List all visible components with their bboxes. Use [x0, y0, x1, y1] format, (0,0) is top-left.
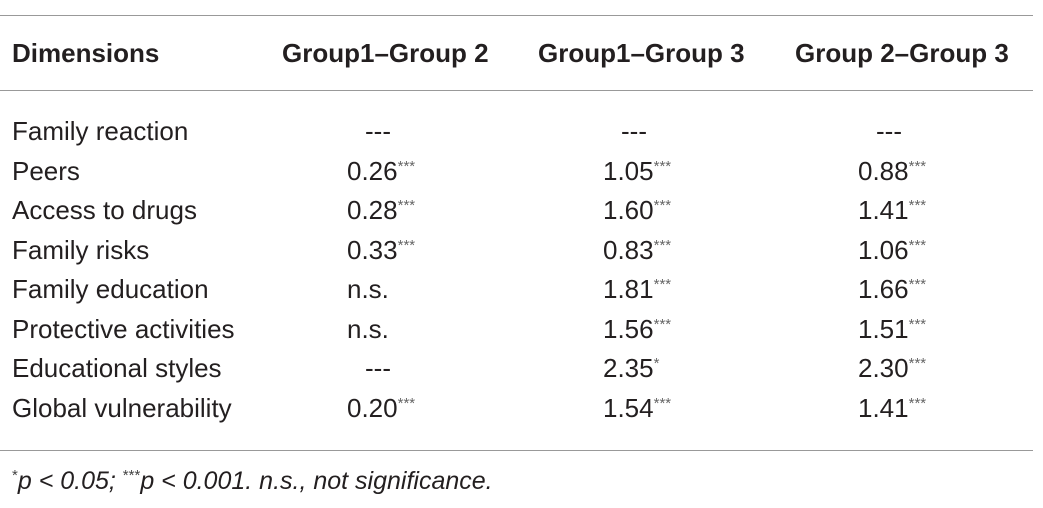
footnote: *p < 0.05; ***p < 0.001. n.s., not signi…: [12, 467, 493, 496]
significance-mark: ***: [908, 394, 927, 412]
cell-value: 1.06: [858, 234, 909, 265]
table-cell: 0.26***: [347, 156, 415, 186]
row-label: Family education: [12, 274, 209, 304]
footnote-text: n.s., not significance.: [259, 467, 493, 495]
significance-mark: ***: [908, 276, 927, 293]
row-label: Global vulnerability: [12, 392, 232, 423]
table-cell: 2.30***: [858, 353, 926, 383]
column-header: Group1–Group 2: [282, 38, 489, 68]
table-cell: ---: [365, 116, 391, 146]
row-label: Family reaction: [12, 116, 189, 146]
table-cell: 1.54***: [603, 393, 671, 423]
significance-mark: ***: [908, 236, 927, 254]
footnote-mark: *: [12, 467, 18, 484]
row-label: Protective activities: [12, 313, 235, 344]
footnote-text: p < 0.05;: [17, 467, 116, 495]
footnote-text: p < 0.001.: [140, 467, 253, 495]
cell-value: 1.41: [858, 392, 909, 423]
footnote-mark: ***: [122, 467, 141, 484]
table-cell: n.s.: [347, 274, 389, 304]
cell-value: 1.66: [858, 274, 909, 304]
cell-value: 1.81: [603, 274, 654, 304]
table-cell: 0.20***: [347, 393, 415, 423]
significance-mark: ***: [908, 197, 927, 214]
table-cell: 0.28***: [347, 195, 415, 225]
significance-mark: ***: [653, 157, 672, 175]
significance-mark: ***: [908, 355, 927, 372]
cell-value: 0.20: [347, 392, 398, 423]
table-cell: 0.33***: [347, 235, 415, 265]
cell-value: 0.88: [858, 155, 909, 186]
cell-value: 1.60: [603, 195, 654, 225]
column-header: Group1–Group 3: [538, 38, 745, 68]
table-cell: 2.35*: [603, 353, 659, 383]
significance-mark: *: [653, 355, 660, 372]
significance-mark: ***: [397, 394, 416, 412]
significance-mark: ***: [653, 394, 672, 412]
cell-value: 0.33: [347, 234, 398, 265]
bottom-rule: [0, 450, 1033, 451]
significance-mark: ***: [653, 197, 672, 214]
table-cell: 1.56***: [603, 314, 671, 344]
row-label: Peers: [12, 155, 80, 186]
cell-value: 1.05: [603, 155, 654, 186]
significance-mark: ***: [397, 157, 416, 175]
table-cell: 1.41***: [858, 393, 926, 423]
column-header: Group 2–Group 3: [795, 38, 1009, 68]
table-cell: ---: [876, 116, 902, 146]
table-cell: 1.05***: [603, 156, 671, 186]
cell-value: 1.56: [603, 313, 654, 344]
cell-value: 2.30: [858, 353, 909, 383]
cell-value: 1.41: [858, 195, 909, 225]
cell-value: 0.28: [347, 195, 398, 225]
row-label: Family risks: [12, 234, 150, 265]
cell-value: 1.51: [858, 313, 909, 344]
table-cell: 1.66***: [858, 274, 926, 304]
top-rule: [0, 15, 1033, 16]
significance-mark: ***: [908, 157, 927, 175]
table-cell: 0.83***: [603, 235, 671, 265]
row-label: Access to drugs: [12, 195, 197, 225]
row-label: Educational styles: [12, 353, 222, 383]
table-cell: 1.06***: [858, 235, 926, 265]
significance-mark: ***: [653, 276, 672, 293]
significance-mark: ***: [908, 315, 927, 333]
cell-value: 2.35: [603, 353, 654, 383]
table-cell: 1.41***: [858, 195, 926, 225]
significance-mark: ***: [397, 236, 416, 254]
cell-value: 0.26: [347, 155, 398, 186]
significance-mark: ***: [397, 197, 416, 214]
cell-value: 0.83: [603, 234, 654, 265]
cell-value: 1.54: [603, 392, 654, 423]
table-cell: n.s.: [347, 313, 389, 344]
header-rule: [0, 90, 1033, 91]
significance-mark: ***: [653, 236, 672, 254]
table-cell: 1.60***: [603, 195, 671, 225]
table-cell: 0.88***: [858, 156, 926, 186]
table-cell: ---: [365, 353, 391, 383]
significance-mark: ***: [653, 315, 672, 333]
table-cell: 1.51***: [858, 314, 926, 344]
table-cell: ---: [621, 116, 647, 146]
column-header: Dimensions: [12, 38, 160, 68]
table-cell: 1.81***: [603, 274, 671, 304]
